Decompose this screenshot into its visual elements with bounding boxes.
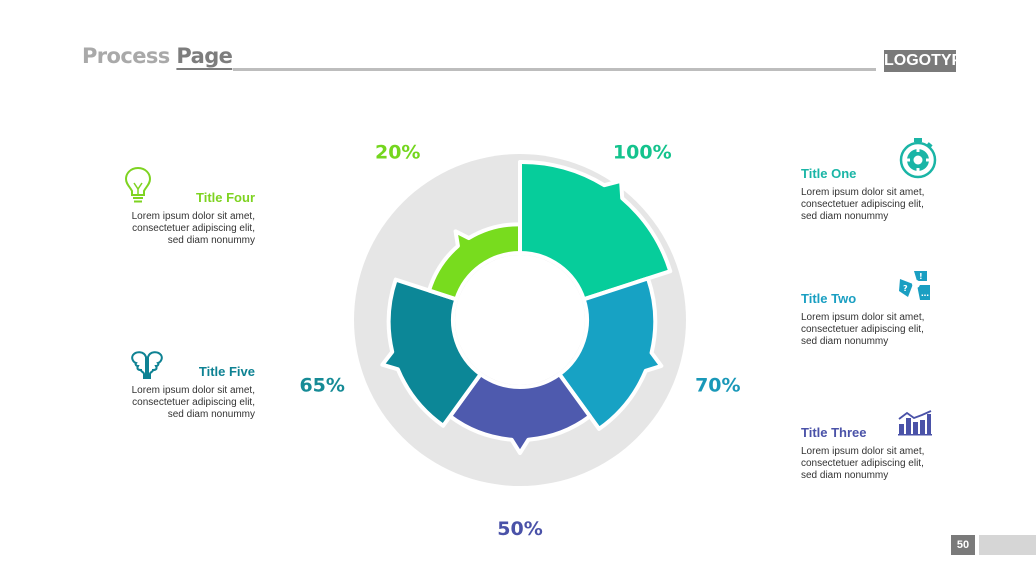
- pie-segment-1: [518, 159, 673, 302]
- bar-chart-icon: [898, 410, 932, 436]
- title-five: Title Five: [198, 364, 255, 379]
- logo: LOGOTYPE: [884, 50, 973, 72]
- gear-timer-icon: [899, 138, 937, 179]
- text-five: Lorem ipsum dolor sit amet, consectetuer…: [131, 385, 255, 420]
- block-title-five: Title Five Lorem ipsum dolor sit amet, c…: [105, 364, 255, 421]
- text-four: Lorem ipsum dolor sit amet, consectetuer…: [131, 211, 255, 246]
- page-number: 50: [951, 535, 975, 555]
- pie-segment-3: [448, 372, 592, 455]
- two-heads-icon: [131, 351, 163, 379]
- puzzle-question-icon: ! ? …: [899, 271, 930, 300]
- segment-label-4: 65%: [299, 374, 344, 396]
- lightbulb-icon: [124, 166, 152, 203]
- title-four: Title Four: [196, 190, 255, 205]
- pie-segment-5: [427, 222, 522, 302]
- chart-center-hole: [455, 255, 585, 385]
- footer-bar: [979, 535, 1036, 555]
- segment-label-5: 20%: [375, 142, 420, 164]
- text-two: Lorem ipsum dolor sit amet, consectetuer…: [801, 312, 925, 347]
- segment-label-2: 70%: [695, 374, 740, 396]
- segment-label-1: 100%: [613, 142, 672, 164]
- page-title: Process Page: [82, 44, 233, 68]
- svg-text:!: !: [919, 272, 923, 281]
- pie-segment-4: [380, 277, 483, 428]
- page-title-part2: Page: [176, 44, 233, 68]
- text-one: Lorem ipsum dolor sit amet, consectetuer…: [801, 187, 925, 222]
- svg-text:…: …: [921, 289, 929, 298]
- block-title-three: Title Three Lorem ipsum dolor sit amet, …: [801, 425, 951, 482]
- page-title-part1: Process: [82, 44, 177, 68]
- segment-label-3: 50%: [497, 518, 542, 540]
- title-two: Title Two: [801, 291, 857, 306]
- block-title-four: Title Four Lorem ipsum dolor sit amet, c…: [105, 190, 255, 247]
- block-title-one: Title One Lorem ipsum dolor sit amet, co…: [801, 166, 951, 223]
- header-rule: [233, 68, 876, 71]
- text-three: Lorem ipsum dolor sit amet, consectetuer…: [801, 446, 925, 481]
- title-one: Title One: [801, 166, 857, 181]
- block-title-two: Title Two Lorem ipsum dolor sit amet, co…: [801, 291, 951, 348]
- pie-segment-2: [557, 276, 664, 431]
- title-three: Title Three: [801, 425, 867, 440]
- svg-text:?: ?: [903, 284, 908, 293]
